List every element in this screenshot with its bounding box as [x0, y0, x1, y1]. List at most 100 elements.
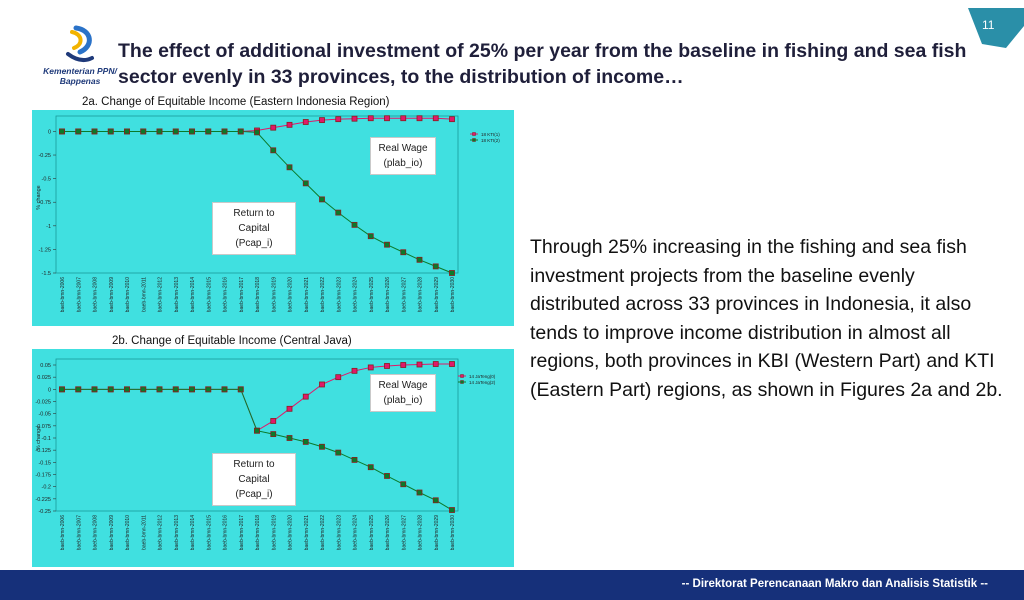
chart-2a: 0 -0.25 -0.5 -0.75 -1 -1.25 -1.5 % change baeb-b… — [36, 115, 500, 313]
x-tick-label: baeb-bmn-2017 — [239, 515, 245, 551]
data-point — [335, 449, 342, 456]
data-point — [416, 115, 423, 122]
data-point — [384, 241, 390, 248]
data-point — [319, 443, 325, 450]
x-tick-label: baeb-bmn-2029 — [434, 277, 440, 313]
chart-2a-real-wage-label: Real Wage (plab_io) — [370, 137, 436, 175]
x-tick-label: baeb-bmn-2007 — [76, 277, 82, 313]
data-point — [270, 124, 277, 131]
x-tick-label: baeb-bmn-2012 — [158, 277, 164, 313]
data-point — [400, 249, 407, 256]
bappenas-logo — [42, 24, 116, 94]
logo-text: Kementerian PPN/ Bappenas — [43, 66, 117, 86]
data-point — [270, 431, 277, 438]
chart-2a-caption: 2a. Change of Equitable Income (Eastern … — [82, 96, 390, 108]
data-point — [237, 128, 244, 135]
data-point — [221, 386, 228, 393]
data-point — [449, 116, 455, 123]
x-tick-label: baeb-bmn-2030 — [450, 277, 456, 313]
data-point — [270, 147, 277, 154]
bappenas-logo-icon — [66, 25, 94, 63]
data-point — [254, 129, 260, 136]
x-tick-label: baeb-bmn-2009 — [109, 277, 115, 313]
chart-2b-panel: 0.05 0.025 0 -0.025 -0.05 -0.075 -0.1 -0.125 -0.… — [32, 349, 514, 567]
data-point — [400, 115, 407, 122]
y-tick-label: -1.5 — [42, 271, 51, 277]
x-tick-label: baeb-bmn-2009 — [109, 515, 115, 551]
data-point — [286, 435, 293, 441]
data-point — [124, 386, 130, 393]
x-tick-label: baeb-bmn-2020 — [288, 277, 294, 313]
data-point — [205, 128, 212, 135]
chart-2b-real-wage-label: Real Wage (plab_io) — [370, 374, 436, 412]
data-point — [432, 361, 439, 367]
data-point — [319, 381, 325, 388]
data-point — [367, 233, 374, 240]
data-point — [384, 363, 390, 369]
data-point — [189, 386, 195, 393]
data-point — [416, 489, 423, 496]
x-tick-label: baeb-bmn-2013 — [174, 515, 180, 551]
chart-2a-panel: 0 -0.25 -0.5 -0.75 -1 -1.25 -1.5 % change baeb-b… — [32, 110, 514, 326]
data-point — [189, 128, 195, 135]
y-tick-label: 0 — [48, 129, 51, 135]
y-tick-label: -0.1 — [42, 436, 51, 442]
x-tick-label: baeb-bmn-2025 — [369, 515, 375, 551]
y-tick-label: -0.05 — [38, 412, 51, 418]
data-point — [286, 164, 293, 171]
x-tick-label: baeb-bmn-2011 — [141, 277, 147, 312]
footer-text: -- Direktorat Perencanaan Makro dan Anal… — [681, 578, 988, 590]
data-point — [156, 128, 163, 135]
x-tick-label: baeb-bmn-2020 — [288, 515, 294, 551]
data-point — [302, 393, 309, 400]
x-tick-label: baeb-bmn-2006 — [60, 515, 66, 551]
legend-label: 14 JaTeng(0) — [469, 374, 496, 379]
page-number-badge: 11 — [962, 8, 1024, 48]
x-tick-label: baeb-bmn-2008 — [93, 277, 99, 313]
y-tick-label: -0.075 — [35, 424, 51, 430]
x-tick-label: baeb-bmn-2028 — [418, 515, 424, 551]
x-tick-label: baeb-bmn-2028 — [418, 277, 424, 313]
x-tick-label: baeb-bmn-2014 — [190, 277, 196, 313]
x-tick-label: baeb-bmn-2023 — [336, 515, 342, 551]
y-tick-label: -0.2 — [42, 485, 51, 491]
data-point — [367, 115, 374, 122]
data-point — [449, 507, 455, 513]
data-point — [432, 115, 439, 122]
x-tick-label: baeb-bmn-2026 — [385, 277, 391, 313]
data-point — [367, 364, 374, 371]
x-tick-label: baeb-bmn-2007 — [76, 515, 82, 551]
y-axis-label: % change — [36, 185, 42, 209]
data-point — [400, 362, 407, 368]
x-tick-label: baeb-bmn-2025 — [369, 277, 375, 313]
y-tick-label: -0.5 — [42, 177, 51, 183]
data-point — [432, 497, 439, 504]
x-tick-label: baeb-bmn-2021 — [304, 277, 310, 313]
legend-marker — [472, 132, 476, 136]
data-point — [124, 128, 130, 135]
data-point — [384, 473, 390, 479]
data-point — [416, 361, 423, 368]
data-point — [91, 128, 98, 135]
data-point — [335, 374, 342, 381]
data-point — [172, 386, 179, 393]
y-tick-label: -0.175 — [35, 473, 51, 479]
data-point — [351, 457, 358, 463]
y-tick-label: 0 — [48, 387, 51, 393]
x-tick-label: baeb-bmn-2018 — [255, 277, 261, 313]
data-point — [351, 221, 358, 228]
data-point — [400, 481, 407, 488]
data-point — [319, 117, 325, 124]
data-point — [319, 196, 325, 203]
x-tick-label: baeb-bmn-2023 — [336, 277, 342, 313]
legend-label: 18 KTI(2) — [481, 138, 500, 143]
x-tick-label: baeb-bmn-2015 — [206, 515, 212, 551]
x-tick-label: baeb-bmn-2024 — [353, 515, 359, 551]
legend-label: 14 JaTeng(2) — [469, 380, 496, 385]
legend-label: 18 KTI(1) — [481, 132, 500, 137]
x-tick-label: baeb-bmn-2010 — [125, 277, 131, 313]
x-tick-label: baeb-bmn-2029 — [434, 515, 440, 551]
data-point — [59, 128, 65, 135]
y-tick-label: -0.75 — [38, 200, 51, 206]
x-tick-label: baeb-bmn-2006 — [60, 277, 66, 313]
